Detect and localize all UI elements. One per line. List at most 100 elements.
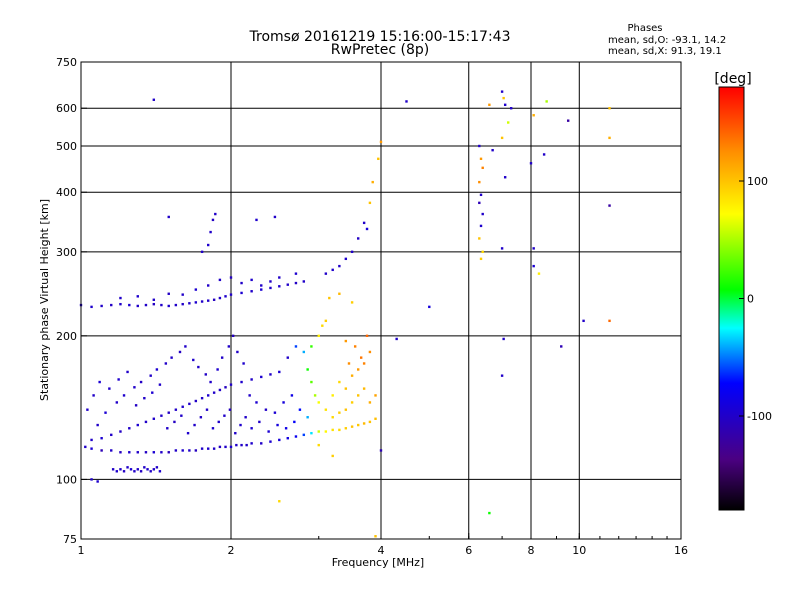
colorbar-tick-label: 100 [747,175,768,188]
data-point [481,166,484,170]
data-point [170,356,173,359]
data-point [344,257,348,261]
data-point [542,153,546,156]
data-point [255,218,258,222]
data-point [310,380,313,384]
data-point [478,144,481,148]
data-point [365,334,369,338]
data-point [500,247,504,250]
data-point [200,250,204,254]
data-point [242,362,245,365]
data-point [368,350,372,354]
data-point [250,278,253,282]
data-point [205,408,209,411]
data-point [194,288,198,291]
data-point [90,447,93,450]
data-point [160,414,163,417]
data-point [368,401,372,404]
data-point [167,411,170,414]
data-point [491,148,494,152]
data-point [560,345,563,348]
data-point [359,356,363,359]
data-point [115,470,119,473]
data-point [350,401,354,404]
data-points [79,90,611,538]
data-point [181,449,184,452]
data-point [200,300,204,303]
data-point [234,431,237,435]
data-point [478,180,481,184]
data-point [108,387,111,390]
data-point [428,305,431,309]
data-point [200,396,204,400]
data-point [122,394,126,397]
data-point [344,408,348,411]
data-point [144,451,148,454]
y-tick-label: 600 [56,102,77,115]
data-point [350,374,354,377]
data-point [278,285,281,288]
data-point [216,368,219,371]
data-point [324,272,328,275]
data-point [239,423,242,427]
data-point [293,420,296,424]
data-point [90,305,93,309]
data-point [302,433,306,437]
data-point [356,368,360,371]
data-point [206,284,210,287]
data-point [129,468,133,471]
data-point [220,356,224,359]
data-point [229,383,233,386]
data-point [317,443,320,447]
data-point [258,420,261,424]
data-point [197,365,200,369]
data-point [365,227,369,231]
data-point [338,292,341,295]
data-point [164,362,168,365]
data-point [278,370,281,374]
data-point [532,264,535,268]
data-point [324,430,328,433]
data-point [151,391,154,394]
data-point [143,396,146,400]
data-point [331,268,334,272]
data-point [136,468,139,471]
data-point [224,445,227,449]
data-point [331,394,334,397]
data-point [282,401,285,404]
data-point [302,350,306,354]
colorbar-tick-label: 0 [747,293,754,306]
data-point [188,449,191,452]
data-point [236,350,239,354]
x-tick-label: 4 [378,544,385,557]
data-point [143,466,146,469]
data-point [500,374,504,377]
data-point [155,368,159,371]
data-point [200,447,204,450]
data-point [500,136,504,140]
data-point [379,140,383,144]
data-point [166,427,169,430]
data-point [537,272,541,275]
data-point [115,401,119,404]
data-point [350,301,354,304]
data-point [211,218,215,222]
data-point [173,420,176,424]
data-point [136,451,139,454]
data-point [260,442,263,445]
data-point [160,451,163,454]
data-point [356,237,360,240]
data-point [174,449,178,452]
colorbar-label: [deg] [714,71,751,87]
data-point [167,451,170,454]
chart-subtitle: RwPretec (8p) [331,42,429,58]
data-point [278,438,281,442]
data-point [218,445,222,449]
data-point [362,362,366,365]
data-point [324,319,328,323]
data-point [478,201,481,205]
data-point [374,535,377,538]
data-point [181,302,184,306]
data-point [506,121,510,124]
